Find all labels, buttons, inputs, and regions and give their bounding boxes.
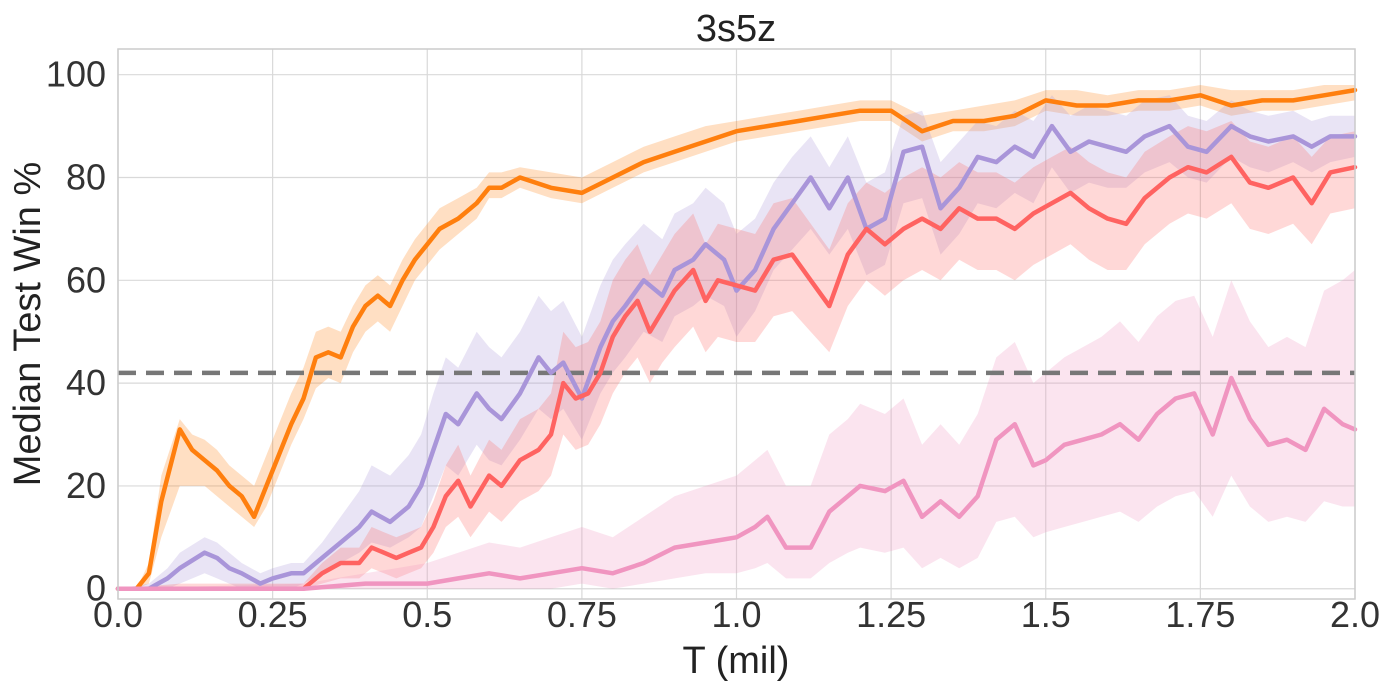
x-axis-title: T (mil): [683, 640, 790, 682]
chart-title: 3s5z: [696, 8, 776, 50]
y-tick-label: 100: [46, 54, 106, 95]
series-3-band: [118, 270, 1355, 589]
series-2-band: [118, 121, 1355, 589]
y-tick-label: 80: [66, 157, 106, 198]
y-tick-label: 20: [66, 465, 106, 506]
y-tick-label: 60: [66, 259, 106, 300]
x-tick-label: 0.75: [547, 594, 617, 635]
y-tick-labels: 0 20 40 60 80 100: [46, 54, 106, 609]
x-tick-label: 1.75: [1165, 594, 1235, 635]
series-3-line: [115, 375, 1358, 591]
y-tick-label: 40: [66, 362, 106, 403]
series-2-line: [115, 154, 1358, 591]
x-tick-label: 1.25: [856, 594, 926, 635]
x-tick-labels: 0.0 0.25 0.5 0.75 1.0 1.25 1.5 1.75 2.0: [93, 594, 1380, 635]
x-tick-label: 1.0: [711, 594, 761, 635]
x-tick-label: 0.0: [93, 594, 143, 635]
x-tick-label: 2.0: [1330, 594, 1380, 635]
y-tick-label: 0: [86, 568, 106, 609]
x-tick-label: 1.5: [1021, 594, 1071, 635]
x-tick-label: 0.25: [238, 594, 308, 635]
x-tick-label: 0.5: [402, 594, 452, 635]
series-1-line: [115, 123, 1358, 591]
series-lines: [115, 87, 1358, 591]
y-axis-title: Median Test Win %: [7, 162, 49, 487]
series-0-line: [115, 87, 1358, 591]
plot-frame: [117, 48, 1356, 600]
